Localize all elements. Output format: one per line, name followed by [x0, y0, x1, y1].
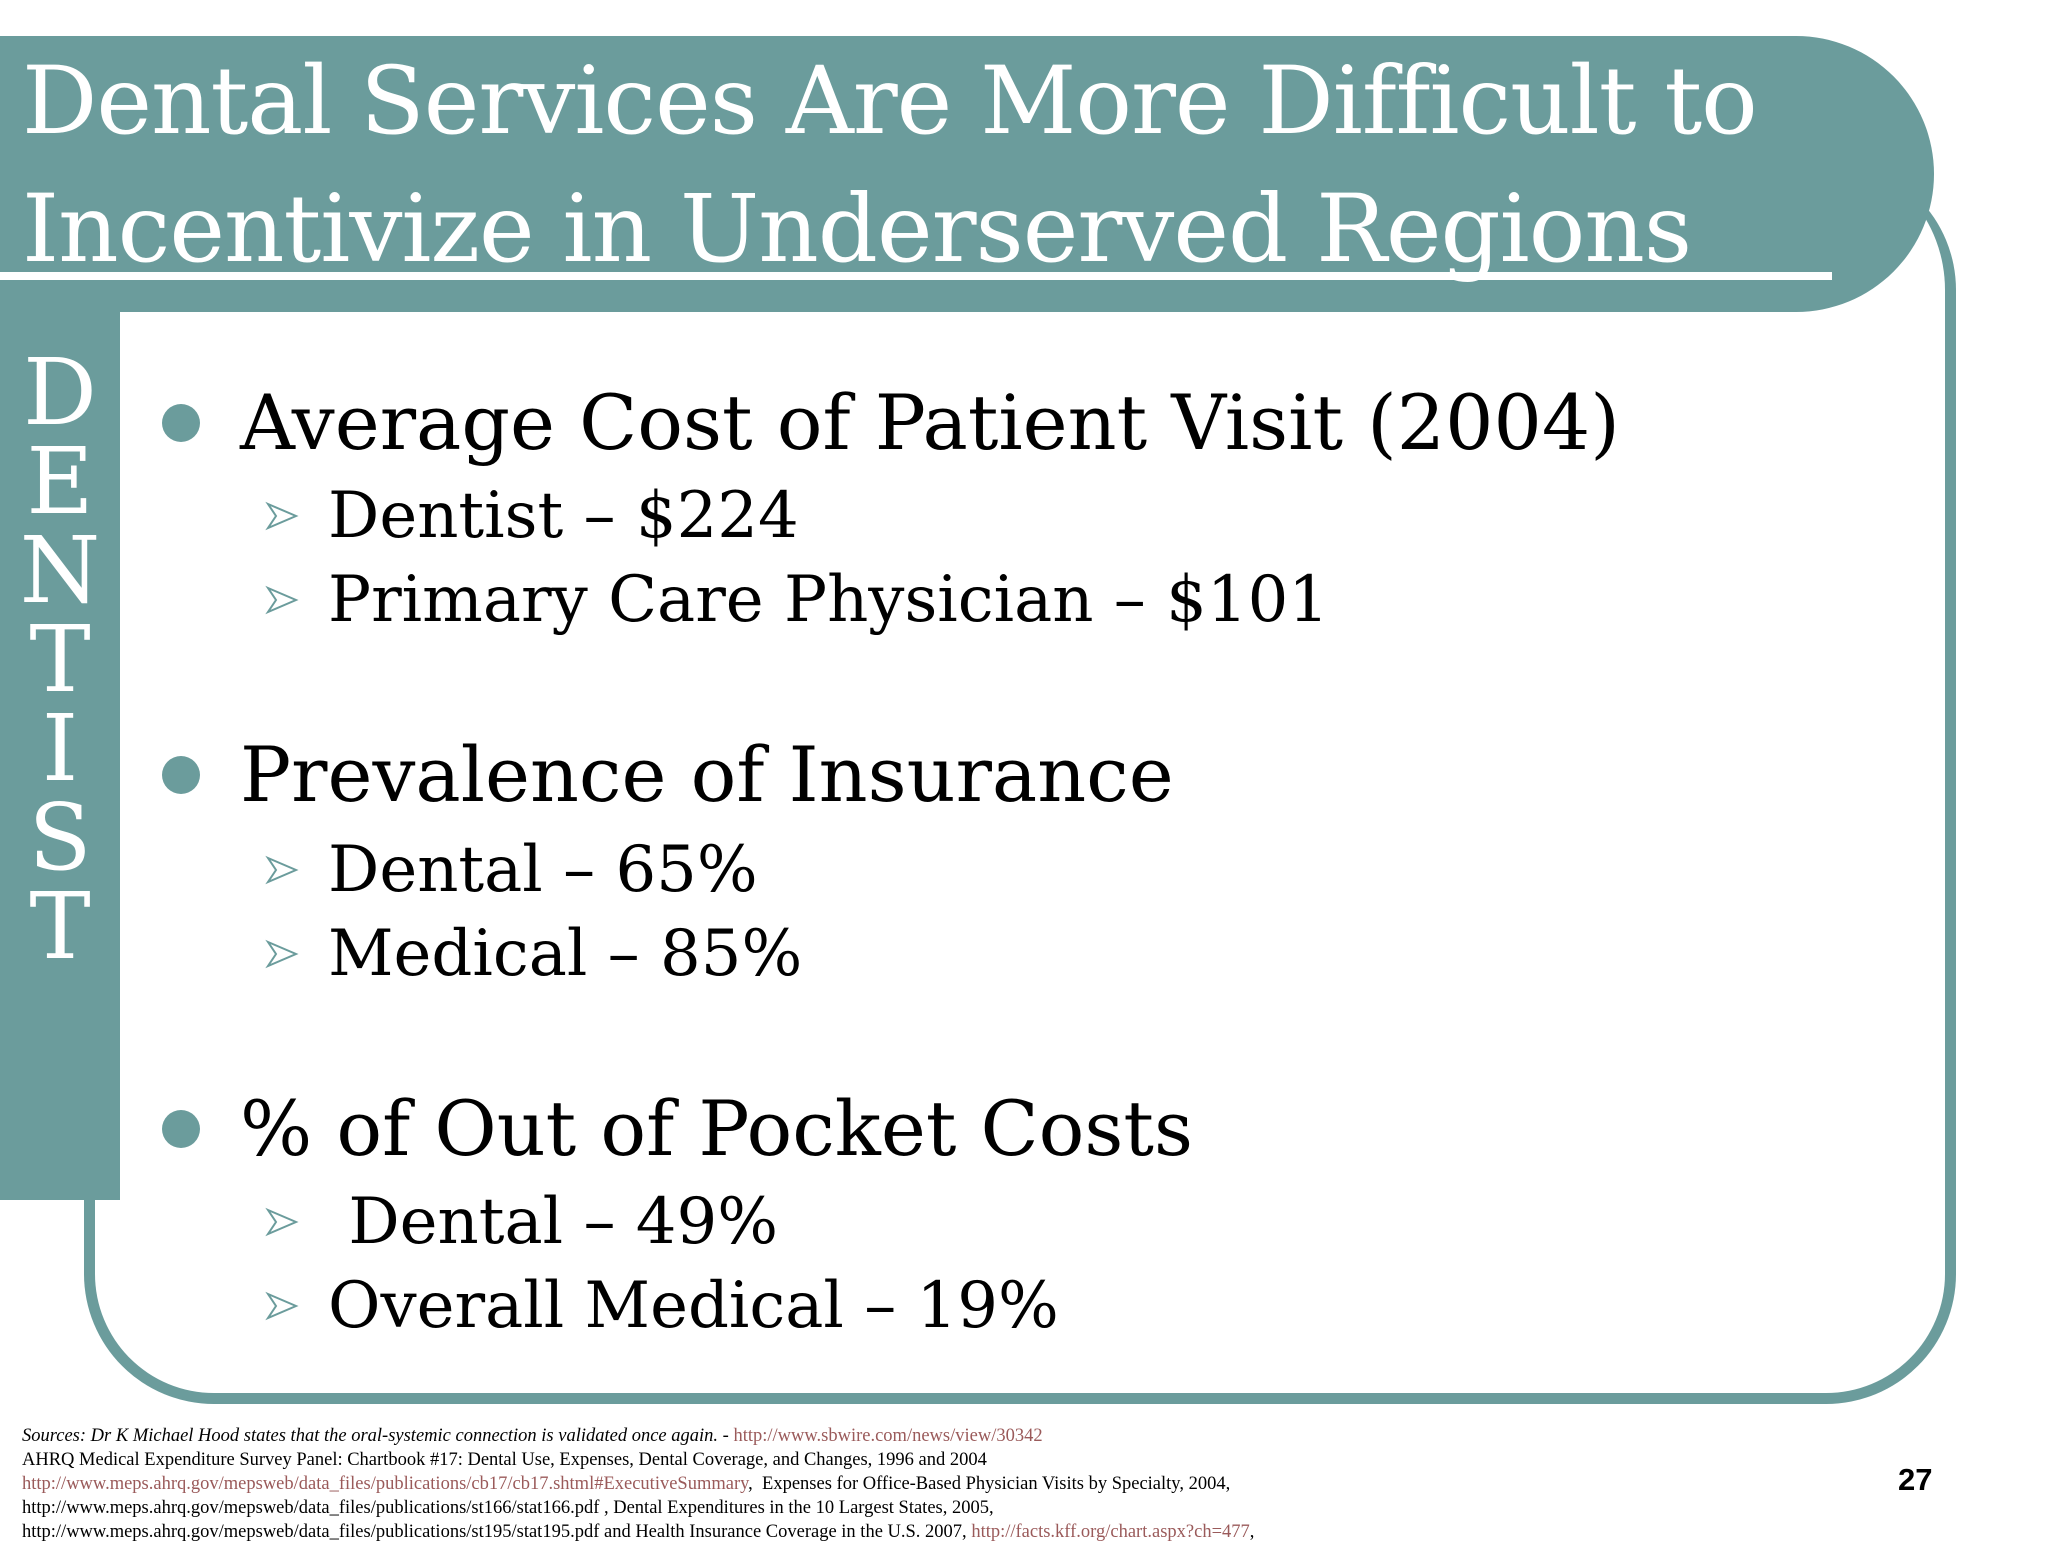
source-line: Sources: Dr K Michael Hood states that t… — [22, 1424, 1902, 1448]
side-letter: I — [41, 695, 79, 802]
sources-footnote: Sources: Dr K Michael Hood states that t… — [22, 1424, 1902, 1544]
sub-item-text: Medical – 85% — [328, 917, 803, 991]
bullet-text: Average Cost of Patient Visit (2004) — [240, 378, 1620, 467]
bullet-out-of-pocket: % of Out of Pocket Costs — [162, 1084, 1193, 1174]
bullet-cost-of-visit: Average Cost of Patient Visit (2004) — [162, 378, 1620, 468]
source-text: Sources: Dr K Michael Hood states that t… — [22, 1426, 734, 1446]
sub-item: Dentist – $224 — [262, 476, 799, 556]
title-band — [0, 36, 1934, 312]
arrowhead-bullet-icon — [265, 1207, 299, 1237]
source-text: , Expenses for Office-Based Physician Vi… — [748, 1474, 1231, 1494]
sub-item: Overall Medical – 19% — [262, 1266, 1059, 1346]
slide-title: Dental Services Are More Difficult to In… — [22, 38, 1758, 294]
sub-item: Dental – 49% — [262, 1182, 778, 1262]
arrowhead-bullet-icon — [265, 855, 299, 885]
page-number: 27 — [1898, 1462, 1933, 1497]
sub-item-text: Dental – 65% — [328, 833, 758, 907]
source-line: http://www.meps.ahrq.gov/mepsweb/data_fi… — [22, 1472, 1902, 1496]
content-frame — [84, 160, 1956, 1404]
arrowhead-bullet-icon — [265, 585, 299, 615]
arrowhead-bullet-icon — [265, 939, 299, 969]
sub-item: Medical – 85% — [262, 914, 802, 994]
arrowhead-bullet-icon — [265, 1291, 299, 1321]
title-underline — [0, 272, 1832, 280]
bullet-dot-icon — [162, 1110, 200, 1148]
sub-item-text: Primary Care Physician – $101 — [328, 563, 1329, 637]
sub-item-text: Overall Medical – 19% — [328, 1269, 1059, 1343]
sub-item: Dental – 65% — [262, 830, 758, 910]
title-line-2: Incentivize in Underserved Regions — [22, 175, 1692, 284]
source-text: , — [1249, 1522, 1255, 1542]
source-text: http://www.meps.ahrq.gov/mepsweb/data_fi… — [22, 1522, 972, 1542]
source-line: AHRQ Medical Expenditure Survey Panel: C… — [22, 1450, 987, 1470]
title-line-1: Dental Services Are More Difficult to — [22, 47, 1758, 156]
side-bar: D E N T I S T — [0, 310, 120, 1200]
sub-item-text: Dentist – $224 — [328, 479, 799, 553]
arrowhead-bullet-icon — [265, 501, 299, 531]
side-letter: N — [19, 517, 101, 624]
sub-item: Primary Care Physician – $101 — [262, 560, 1329, 640]
source-line: http://www.meps.ahrq.gov/mepsweb/data_fi… — [22, 1520, 1902, 1544]
side-letter: T — [29, 606, 91, 713]
side-letter: E — [26, 428, 94, 535]
side-letter: D — [23, 339, 97, 446]
bullet-dot-icon — [162, 404, 200, 442]
bullet-text: % of Out of Pocket Costs — [240, 1084, 1193, 1173]
bullet-insurance: Prevalence of Insurance — [162, 730, 1174, 820]
source-line: http://www.meps.ahrq.gov/mepsweb/data_fi… — [22, 1498, 994, 1518]
side-letter: S — [28, 784, 92, 891]
sub-item-text: Dental – 49% — [328, 1185, 779, 1259]
source-link[interactable]: http://facts.kff.org/chart.aspx?ch=477 — [971, 1522, 1250, 1542]
source-link[interactable]: http://www.sbwire.com/news/view/30342 — [733, 1426, 1043, 1446]
bullet-dot-icon — [162, 756, 200, 794]
bullet-text: Prevalence of Insurance — [240, 730, 1174, 819]
source-link[interactable]: http://www.meps.ahrq.gov/mepsweb/data_fi… — [22, 1474, 749, 1494]
side-letter: T — [29, 873, 91, 980]
